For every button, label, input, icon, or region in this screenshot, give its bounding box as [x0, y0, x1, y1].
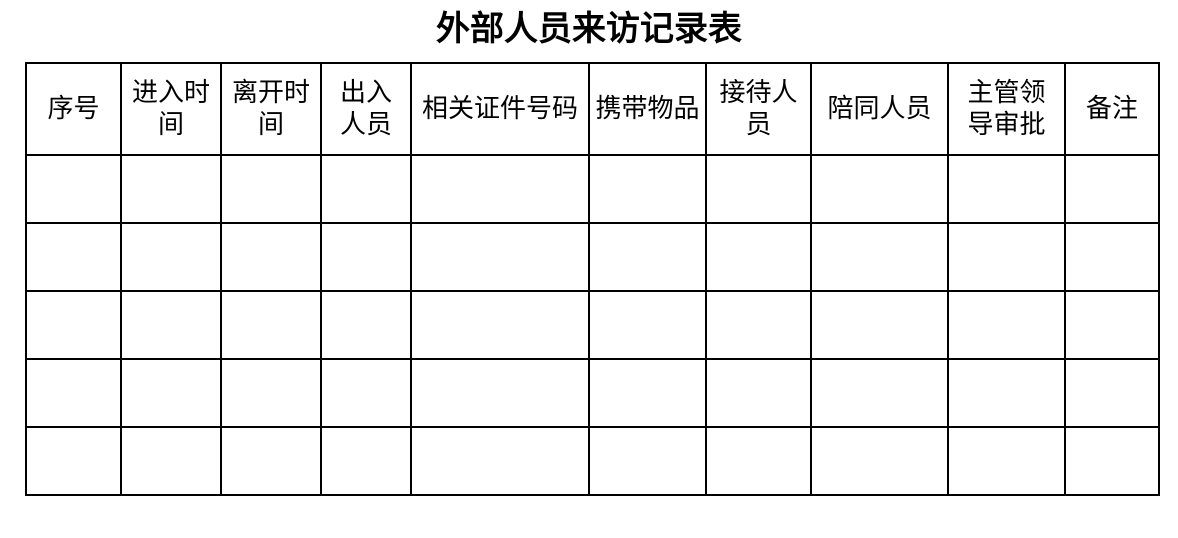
table-cell[interactable] — [947, 222, 1066, 292]
table-cell[interactable] — [705, 358, 812, 428]
table-cell[interactable] — [1064, 358, 1160, 428]
table-header: 序号 进入时 间 离开时 间 出入 人员 相关证件号码 携带物品 接待人 员 陪… — [25, 62, 1160, 156]
table-cell[interactable] — [810, 290, 949, 360]
table-cell[interactable] — [25, 154, 122, 224]
table-cell[interactable] — [947, 358, 1066, 428]
table-cell[interactable] — [120, 426, 222, 496]
page-title: 外部人员来访记录表 — [436, 11, 742, 48]
table-row — [25, 290, 1160, 360]
table-cell[interactable] — [705, 290, 812, 360]
table-cell[interactable] — [410, 154, 590, 224]
table-cell[interactable] — [947, 426, 1066, 496]
table-cell[interactable] — [705, 154, 812, 224]
col-header-personnel: 出入 人员 — [320, 62, 412, 156]
table-cell[interactable] — [588, 222, 707, 292]
table-cell[interactable] — [220, 222, 322, 292]
table-cell[interactable] — [320, 154, 412, 224]
table-cell[interactable] — [220, 154, 322, 224]
table-cell[interactable] — [705, 222, 812, 292]
table-cell[interactable] — [25, 358, 122, 428]
table-cell[interactable] — [320, 290, 412, 360]
table-cell[interactable] — [1064, 290, 1160, 360]
table-cell[interactable] — [410, 290, 590, 360]
table-cell[interactable] — [120, 358, 222, 428]
table-cell[interactable] — [120, 154, 222, 224]
table-cell[interactable] — [25, 426, 122, 496]
table-cell[interactable] — [1064, 426, 1160, 496]
table-cell[interactable] — [810, 222, 949, 292]
table-cell[interactable] — [588, 426, 707, 496]
table-cell[interactable] — [810, 154, 949, 224]
col-header-receptionist: 接待人 员 — [705, 62, 812, 156]
col-header-remarks: 备注 — [1064, 62, 1160, 156]
table-cell[interactable] — [588, 154, 707, 224]
table-cell[interactable] — [25, 222, 122, 292]
table-cell[interactable] — [1064, 222, 1160, 292]
table-cell[interactable] — [810, 426, 949, 496]
col-header-supervisor-approval: 主管领 导审批 — [947, 62, 1066, 156]
table-cell[interactable] — [947, 290, 1066, 360]
table-cell[interactable] — [588, 358, 707, 428]
col-header-leave-time: 离开时 间 — [220, 62, 322, 156]
col-header-id-number: 相关证件号码 — [410, 62, 590, 156]
col-header-serial-number: 序号 — [25, 62, 122, 156]
table-cell[interactable] — [410, 222, 590, 292]
table-row — [25, 426, 1160, 496]
table-cell[interactable] — [320, 426, 412, 496]
table-body — [25, 154, 1160, 496]
table-row — [25, 222, 1160, 292]
table-cell[interactable] — [220, 358, 322, 428]
table-cell[interactable] — [320, 358, 412, 428]
table-cell[interactable] — [947, 154, 1066, 224]
col-header-carried-items: 携带物品 — [588, 62, 707, 156]
visitor-record-table: 序号 进入时 间 离开时 间 出入 人员 相关证件号码 携带物品 接待人 员 陪… — [25, 62, 1160, 496]
table-cell[interactable] — [410, 358, 590, 428]
col-header-entry-time: 进入时 间 — [120, 62, 222, 156]
table-cell[interactable] — [120, 290, 222, 360]
table-cell[interactable] — [705, 426, 812, 496]
table-cell[interactable] — [320, 222, 412, 292]
table-row — [25, 358, 1160, 428]
table-cell[interactable] — [410, 426, 590, 496]
table-cell[interactable] — [588, 290, 707, 360]
header-row: 序号 进入时 间 离开时 间 出入 人员 相关证件号码 携带物品 接待人 员 陪… — [25, 62, 1160, 156]
table-cell[interactable] — [25, 290, 122, 360]
table-cell[interactable] — [220, 426, 322, 496]
col-header-accompanying: 陪同人员 — [810, 62, 949, 156]
table-cell[interactable] — [220, 290, 322, 360]
table-row — [25, 154, 1160, 224]
table-cell[interactable] — [810, 358, 949, 428]
table-cell[interactable] — [1064, 154, 1160, 224]
table-cell[interactable] — [120, 222, 222, 292]
